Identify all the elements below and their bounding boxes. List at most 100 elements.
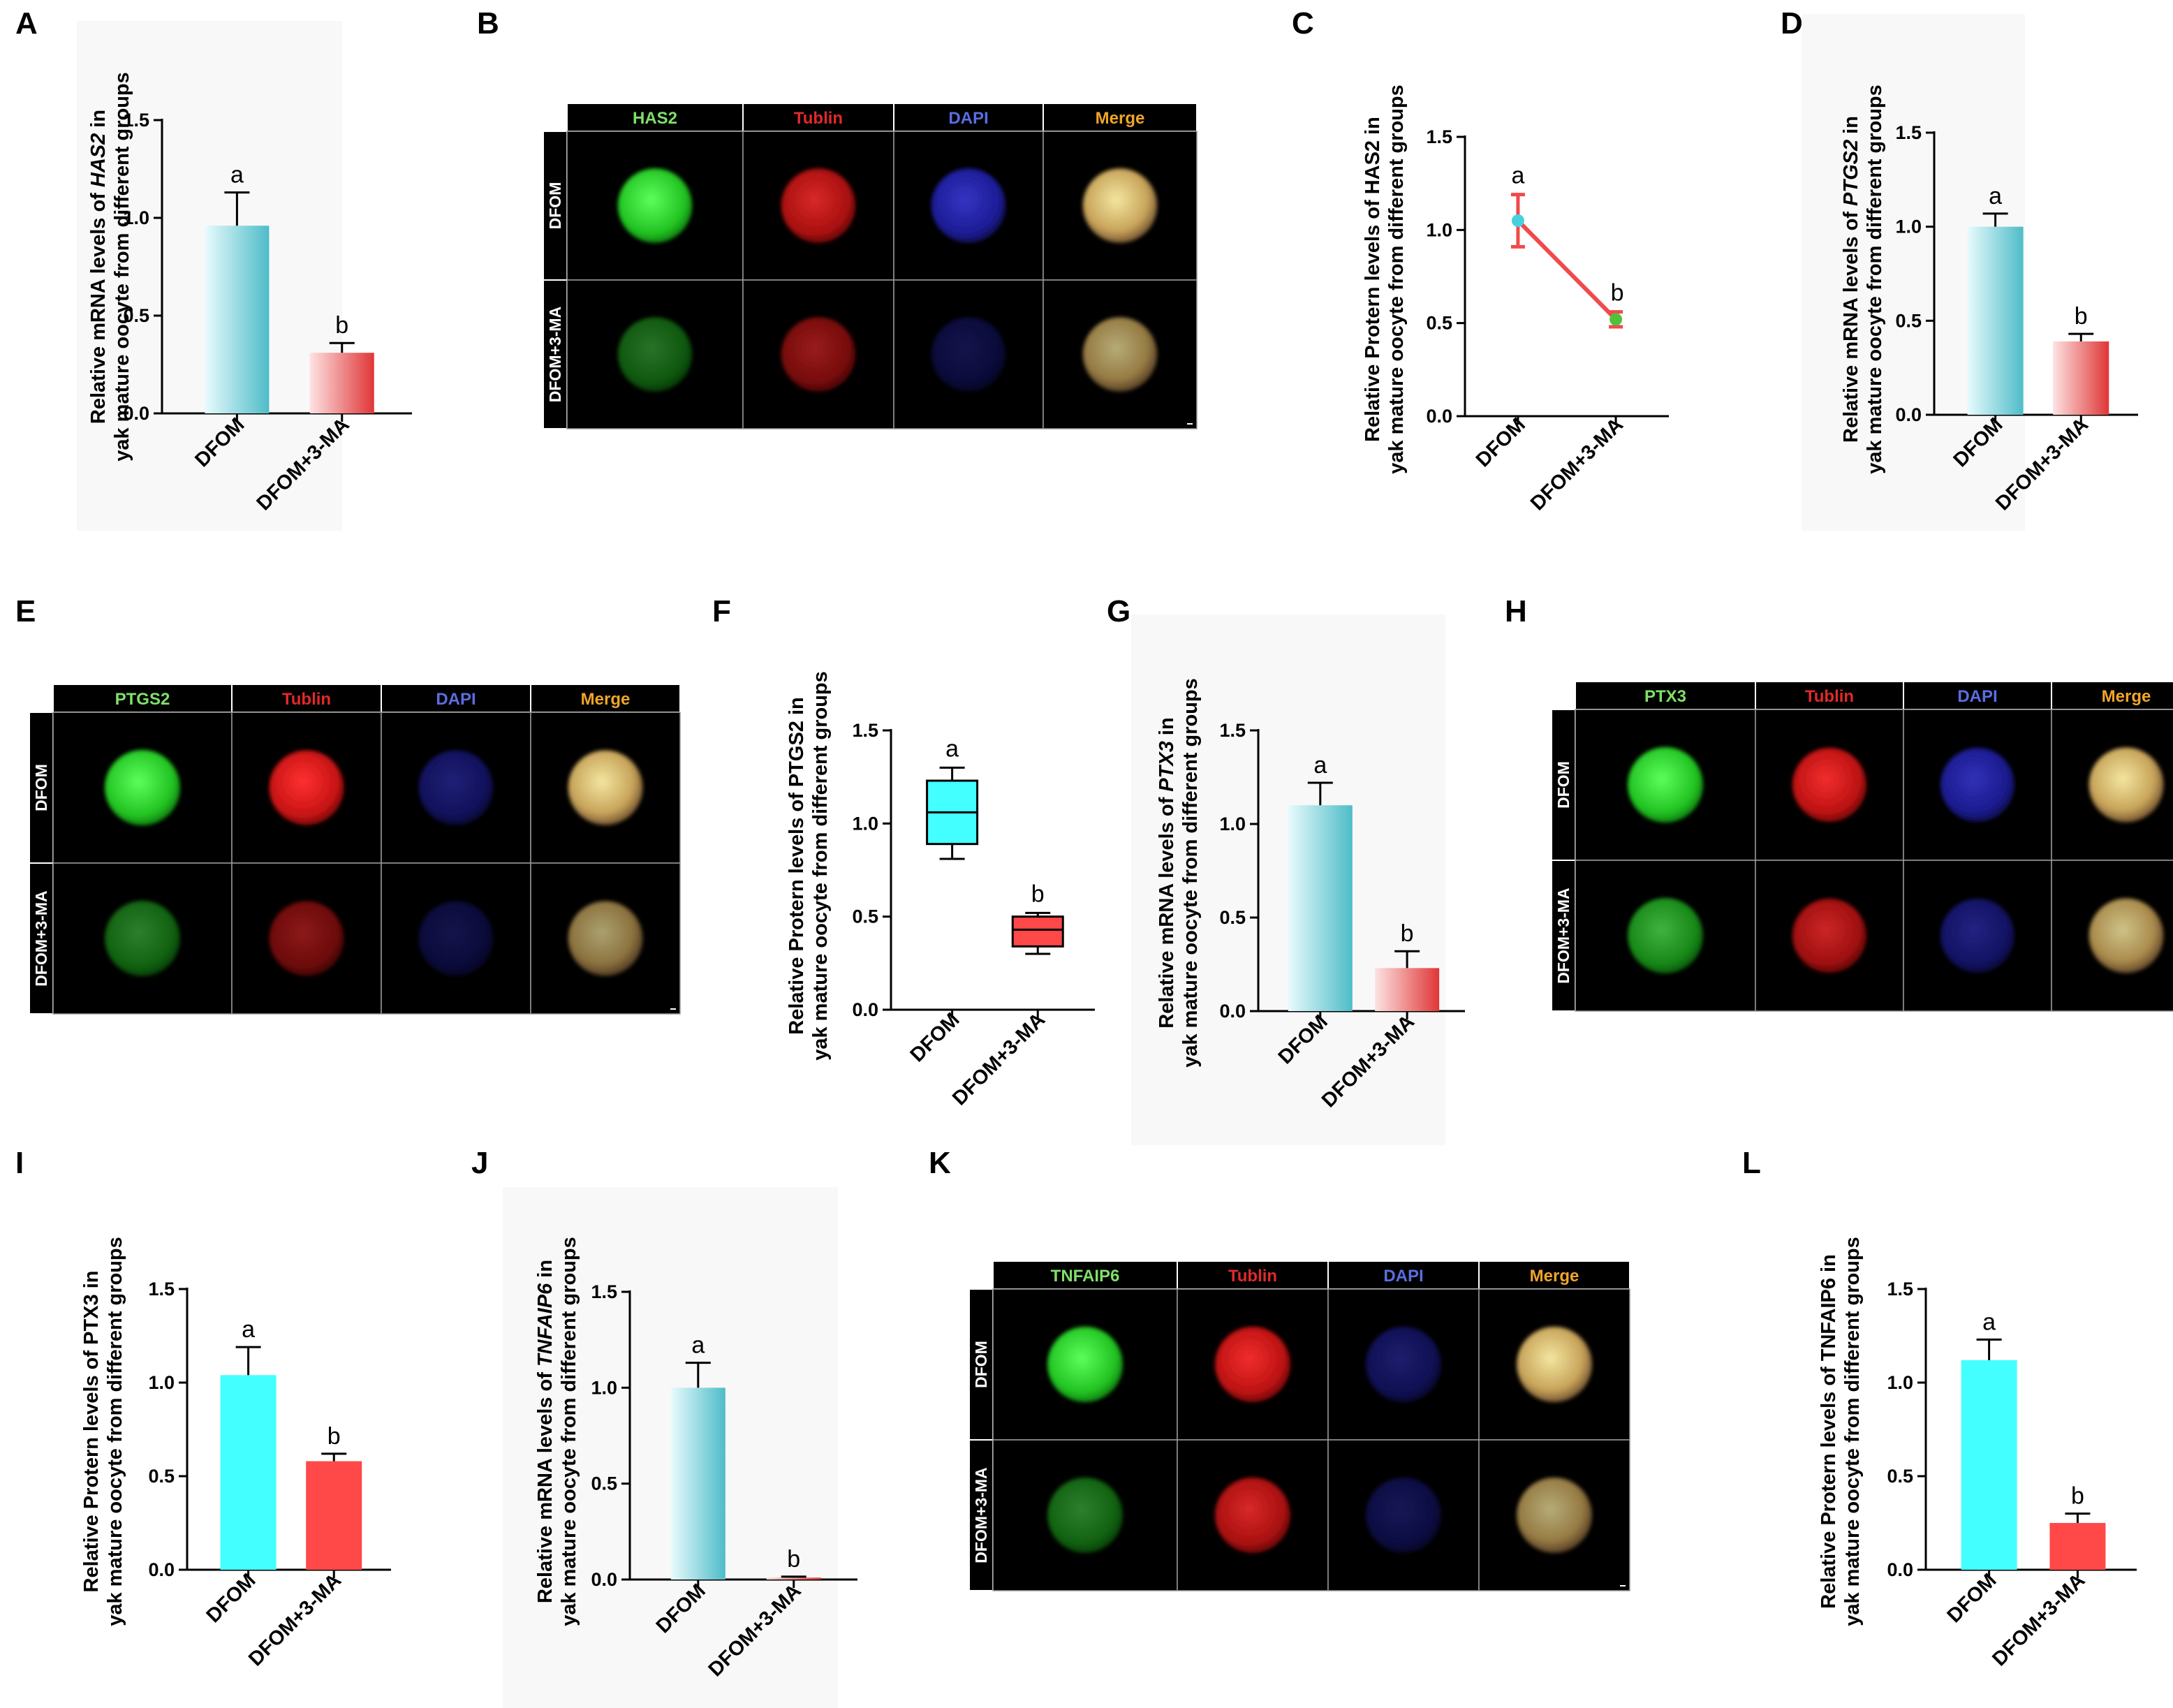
y-tick-label: 1.0 <box>1887 1372 1913 1393</box>
oocyte-merge-signal <box>568 901 643 976</box>
y-axis-label-line2: yak mature oocyte from different groups <box>1841 1237 1864 1626</box>
oocyte-merge-signal <box>1082 317 1158 392</box>
y-tick-label: 1.5 <box>1887 1279 1913 1300</box>
y-tick-label: 0.0 <box>1219 1001 1246 1022</box>
svg-text:DFOM: DFOM <box>1943 1569 2001 1627</box>
y-axis-label: Relative mRNA levels of PTX3 in yak matur… <box>1156 678 1202 1068</box>
y-tick-label: 0.0 <box>852 999 878 1020</box>
y-axis-label-line1: Relative Protern levels of HAS2 in <box>1362 117 1384 442</box>
oocyte-merge-signal <box>1082 168 1158 243</box>
oocyte-dapi-signal <box>418 901 494 976</box>
y-axis-label-line2: yak mature oocyte from different groups <box>104 1237 126 1626</box>
bar-dfom-3ma <box>2049 1523 2106 1570</box>
chart-L: L 0.0 0.5 1.0 1.5 Relative Protern levels of … <box>1742 1146 2137 1670</box>
panel-letter-G: G <box>1107 594 1130 628</box>
oocyte-tublin-signal <box>781 168 856 243</box>
row-label-cell <box>968 1288 994 1441</box>
oocyte-dapi-signal <box>1366 1478 1441 1553</box>
y-axis-label: Relative mRNA levels of PTGS2 in yak matu… <box>1840 84 1886 474</box>
oocyte-tublin-signal <box>1215 1327 1290 1402</box>
chart-F: F 0.0 0.5 1.0 1.5 Relative Protern levels of … <box>712 594 1095 1110</box>
svg-text:DFOM+3-MA: DFOM+3-MA <box>972 1467 990 1563</box>
significance-letter: b <box>787 1546 800 1573</box>
y-tick-label: 0.5 <box>1426 313 1452 334</box>
y-tick-label: 0.5 <box>1887 1466 1913 1487</box>
oocyte-tublin-signal <box>781 317 856 392</box>
y-axis-label-line1: Relative Protern levels of PTGS2 in <box>786 697 808 1035</box>
channel-header-cell <box>1177 1260 1329 1290</box>
x-category-label: DFOM+3-MA <box>948 1008 1049 1110</box>
oocyte-merge-signal <box>568 750 643 825</box>
y-tick-label: 1.5 <box>123 110 149 131</box>
row-label-cell <box>1551 860 1576 1012</box>
chart-D: D 0.0 0.5 1.0 1.5 Relative mRNA levels of PTG… <box>1781 6 2138 531</box>
oocyte-tublin-signal <box>1215 1478 1290 1553</box>
svg-text:DFOM+3-MA: DFOM+3-MA <box>1988 1569 2089 1670</box>
oocyte-has2-signal <box>617 168 693 243</box>
bar-dfom-3ma <box>306 1461 362 1570</box>
channel-label: DAPI <box>948 109 988 128</box>
panel-letter-A: A <box>15 6 38 41</box>
y-tick-label: 0.0 <box>148 1559 175 1580</box>
channel-header-cell <box>52 684 233 713</box>
channel-label: Tublin <box>1805 687 1854 706</box>
x-category-label: DFOM <box>1943 1569 2001 1627</box>
oocyte-tnfaip6-signal <box>1047 1327 1123 1402</box>
significance-letter: b <box>327 1423 341 1450</box>
y-tick-label: 0.5 <box>1895 310 1922 331</box>
channel-label: Merge <box>581 690 631 709</box>
svg-text:DFOM: DFOM <box>1472 413 1530 471</box>
micrograph-panel-E: E PTGS2 Tublin DAPI Merge DFOM DFOM+3-MA <box>15 594 681 1015</box>
y-tick-label: 1.5 <box>148 1279 175 1300</box>
bar-dfom-3ma <box>1375 968 1440 1011</box>
panel-letter-J: J <box>471 1146 488 1180</box>
bar-dfom <box>1961 1360 2017 1570</box>
y-tick-label: 1.0 <box>852 813 878 834</box>
y-axis-label-line2: yak mature oocyte from different groups <box>1385 84 1408 474</box>
significance-letter: a <box>1511 163 1524 189</box>
oocyte-tublin-signal <box>1792 899 1866 973</box>
data-point <box>1511 214 1524 227</box>
bar-dfom <box>1967 226 2024 415</box>
oocyte-tublin-signal <box>1792 748 1866 822</box>
y-tick-label: 1.0 <box>1219 813 1246 834</box>
row-label: DFOM <box>546 182 564 230</box>
y-axis-label-line2: yak mature oocyte from different groups <box>1179 678 1202 1068</box>
y-tick-label: 0.5 <box>852 906 878 927</box>
y-tick-label: 1.0 <box>591 1377 617 1398</box>
row-label: DFOM+3-MA <box>972 1467 990 1563</box>
oocyte-merge-signal <box>2089 898 2164 973</box>
channel-label: Tublin <box>282 690 331 709</box>
panel-letter-E: E <box>15 594 36 628</box>
svg-text:DFOM+3-MA: DFOM+3-MA <box>32 890 50 986</box>
channel-label: DAPI <box>1957 687 1997 706</box>
oocyte-dapi-signal <box>931 168 1006 243</box>
x-category-label: DFOM <box>1472 413 1530 471</box>
svg-text:DFOM: DFOM <box>546 182 564 230</box>
y-tick-label: 0.5 <box>148 1466 175 1487</box>
oocyte-merge-signal <box>2089 747 2164 823</box>
oocyte-dapi-signal <box>931 317 1006 392</box>
oocyte-ptgs2-signal <box>105 901 180 976</box>
oocyte-dapi-signal <box>1940 748 2014 822</box>
y-axis-label: Relative mRNA levels of HAS2 in yak matur… <box>87 72 133 462</box>
significance-letter: a <box>242 1316 255 1343</box>
y-axis-label-line1: Relative Protern levels of PTX3 in <box>80 1271 103 1593</box>
panel-letter-L: L <box>1742 1146 1761 1180</box>
channel-label: PTGS2 <box>115 690 170 709</box>
channel-label: PTX3 <box>1644 687 1686 706</box>
bar-dfom-3ma <box>766 1577 821 1580</box>
channel-label: Tublin <box>1228 1267 1277 1286</box>
y-tick-label: 0.0 <box>123 403 149 424</box>
y-tick-label: 1.0 <box>148 1372 175 1393</box>
y-tick-label: 1.5 <box>852 720 878 741</box>
y-axis-label-line1: Relative Protern levels of TNFAIP6 in <box>1818 1254 1840 1609</box>
significance-letter: a <box>945 735 959 762</box>
y-tick-label: 0.0 <box>591 1569 617 1590</box>
corner-blank <box>543 103 567 131</box>
svg-text:DFOM+3-MA: DFOM+3-MA <box>1554 888 1572 983</box>
channel-label: DAPI <box>1383 1267 1423 1286</box>
significance-letter: a <box>1989 183 2002 209</box>
y-tick-label: 1.5 <box>591 1281 617 1302</box>
x-category-label: DFOM <box>202 1569 260 1627</box>
